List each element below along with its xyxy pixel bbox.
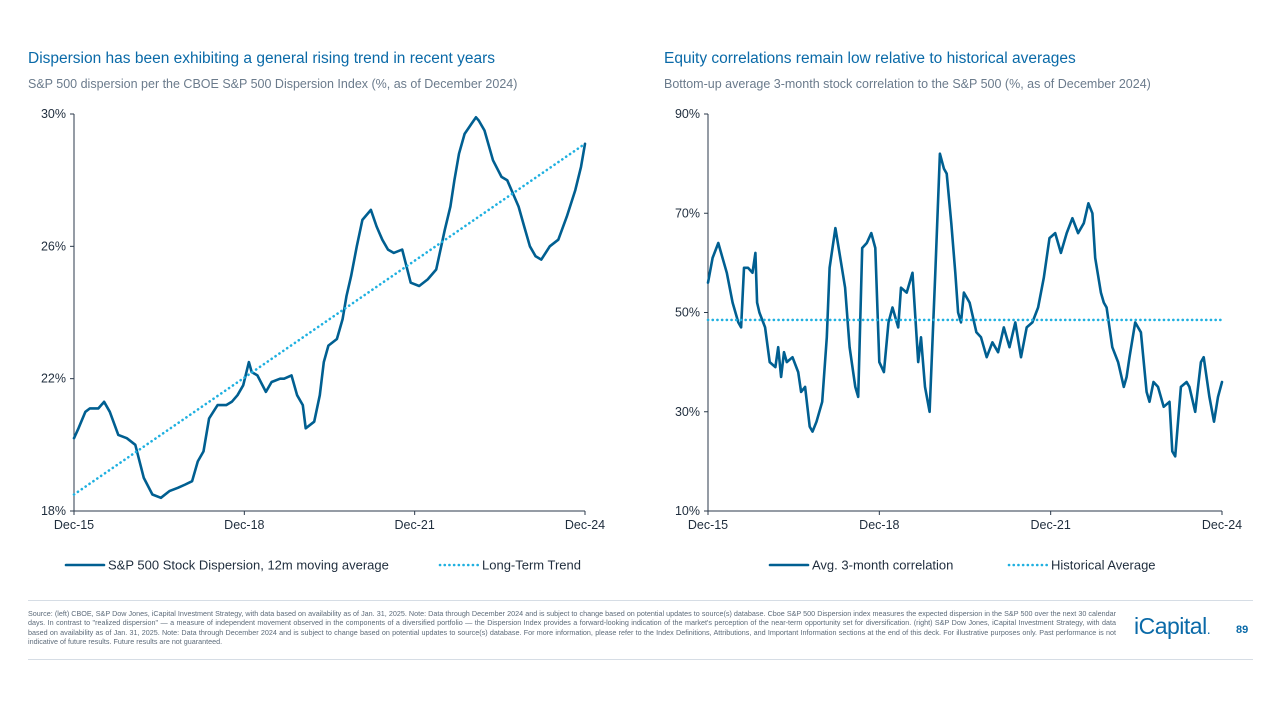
y-tick-label: 30% <box>41 107 66 121</box>
x-tick-label: Dec-21 <box>395 518 435 532</box>
right-chart-title: Equity correlations remain low relative … <box>664 50 1076 67</box>
logo-mark: . <box>1206 621 1211 637</box>
legend-label: Long-Term Trend <box>482 558 581 573</box>
data-line-series <box>706 152 1224 458</box>
dispersion-chart: 18% 22% 26% 30% Dec-15 Dec-18 Dec-21 Dec-24 S&P … <box>41 107 605 573</box>
x-tick-label: Dec-15 <box>688 518 728 532</box>
x-tick-label: Dec-18 <box>859 518 899 532</box>
data-line-series <box>72 115 587 500</box>
left-chart-subtitle: S&P 500 dispersion per the CBOE S&P 500 … <box>28 77 518 91</box>
legend-label: Historical Average <box>1051 558 1156 573</box>
y-tick-label: 22% <box>41 372 66 386</box>
y-tick-label: 10% <box>675 504 700 518</box>
x-tick-label: Dec-15 <box>54 518 94 532</box>
y-tick-label: 50% <box>675 306 700 320</box>
y-tick-label: 26% <box>41 239 66 253</box>
x-tick-label: Dec-24 <box>565 518 605 532</box>
x-tick-label: Dec-21 <box>1031 518 1071 532</box>
y-tick-label: 30% <box>675 405 700 419</box>
right-chart-subtitle: Bottom-up average 3-month stock correlat… <box>664 77 1151 91</box>
y-tick-label: 18% <box>41 504 66 518</box>
footer-divider-top <box>28 600 1253 601</box>
correlation-chart: 10% 30% 50% 70% 90% Dec-15 Dec-18 Dec-21 Dec-24 A… <box>675 107 1242 573</box>
trend-line-series <box>72 142 587 496</box>
legend-label: Avg. 3-month correlation <box>812 558 953 573</box>
logo-wordmark: iCapital <box>1134 613 1207 639</box>
x-tick-label: Dec-24 <box>1202 518 1242 532</box>
icapital-logo: iCapital. <box>1134 613 1211 640</box>
y-tick-label: 70% <box>675 206 700 220</box>
y-tick-label: 90% <box>675 107 700 121</box>
x-tick-label: Dec-18 <box>224 518 264 532</box>
page-number: 89 <box>1236 624 1249 636</box>
footer-divider-bottom <box>28 659 1253 660</box>
left-chart-title: Dispersion has been exhibiting a general… <box>28 50 495 67</box>
legend-label: S&P 500 Stock Dispersion, 12m moving ave… <box>108 558 389 573</box>
source-footnote: Source: (left) CBOE, S&P Dow Jones, iCap… <box>28 609 1116 646</box>
